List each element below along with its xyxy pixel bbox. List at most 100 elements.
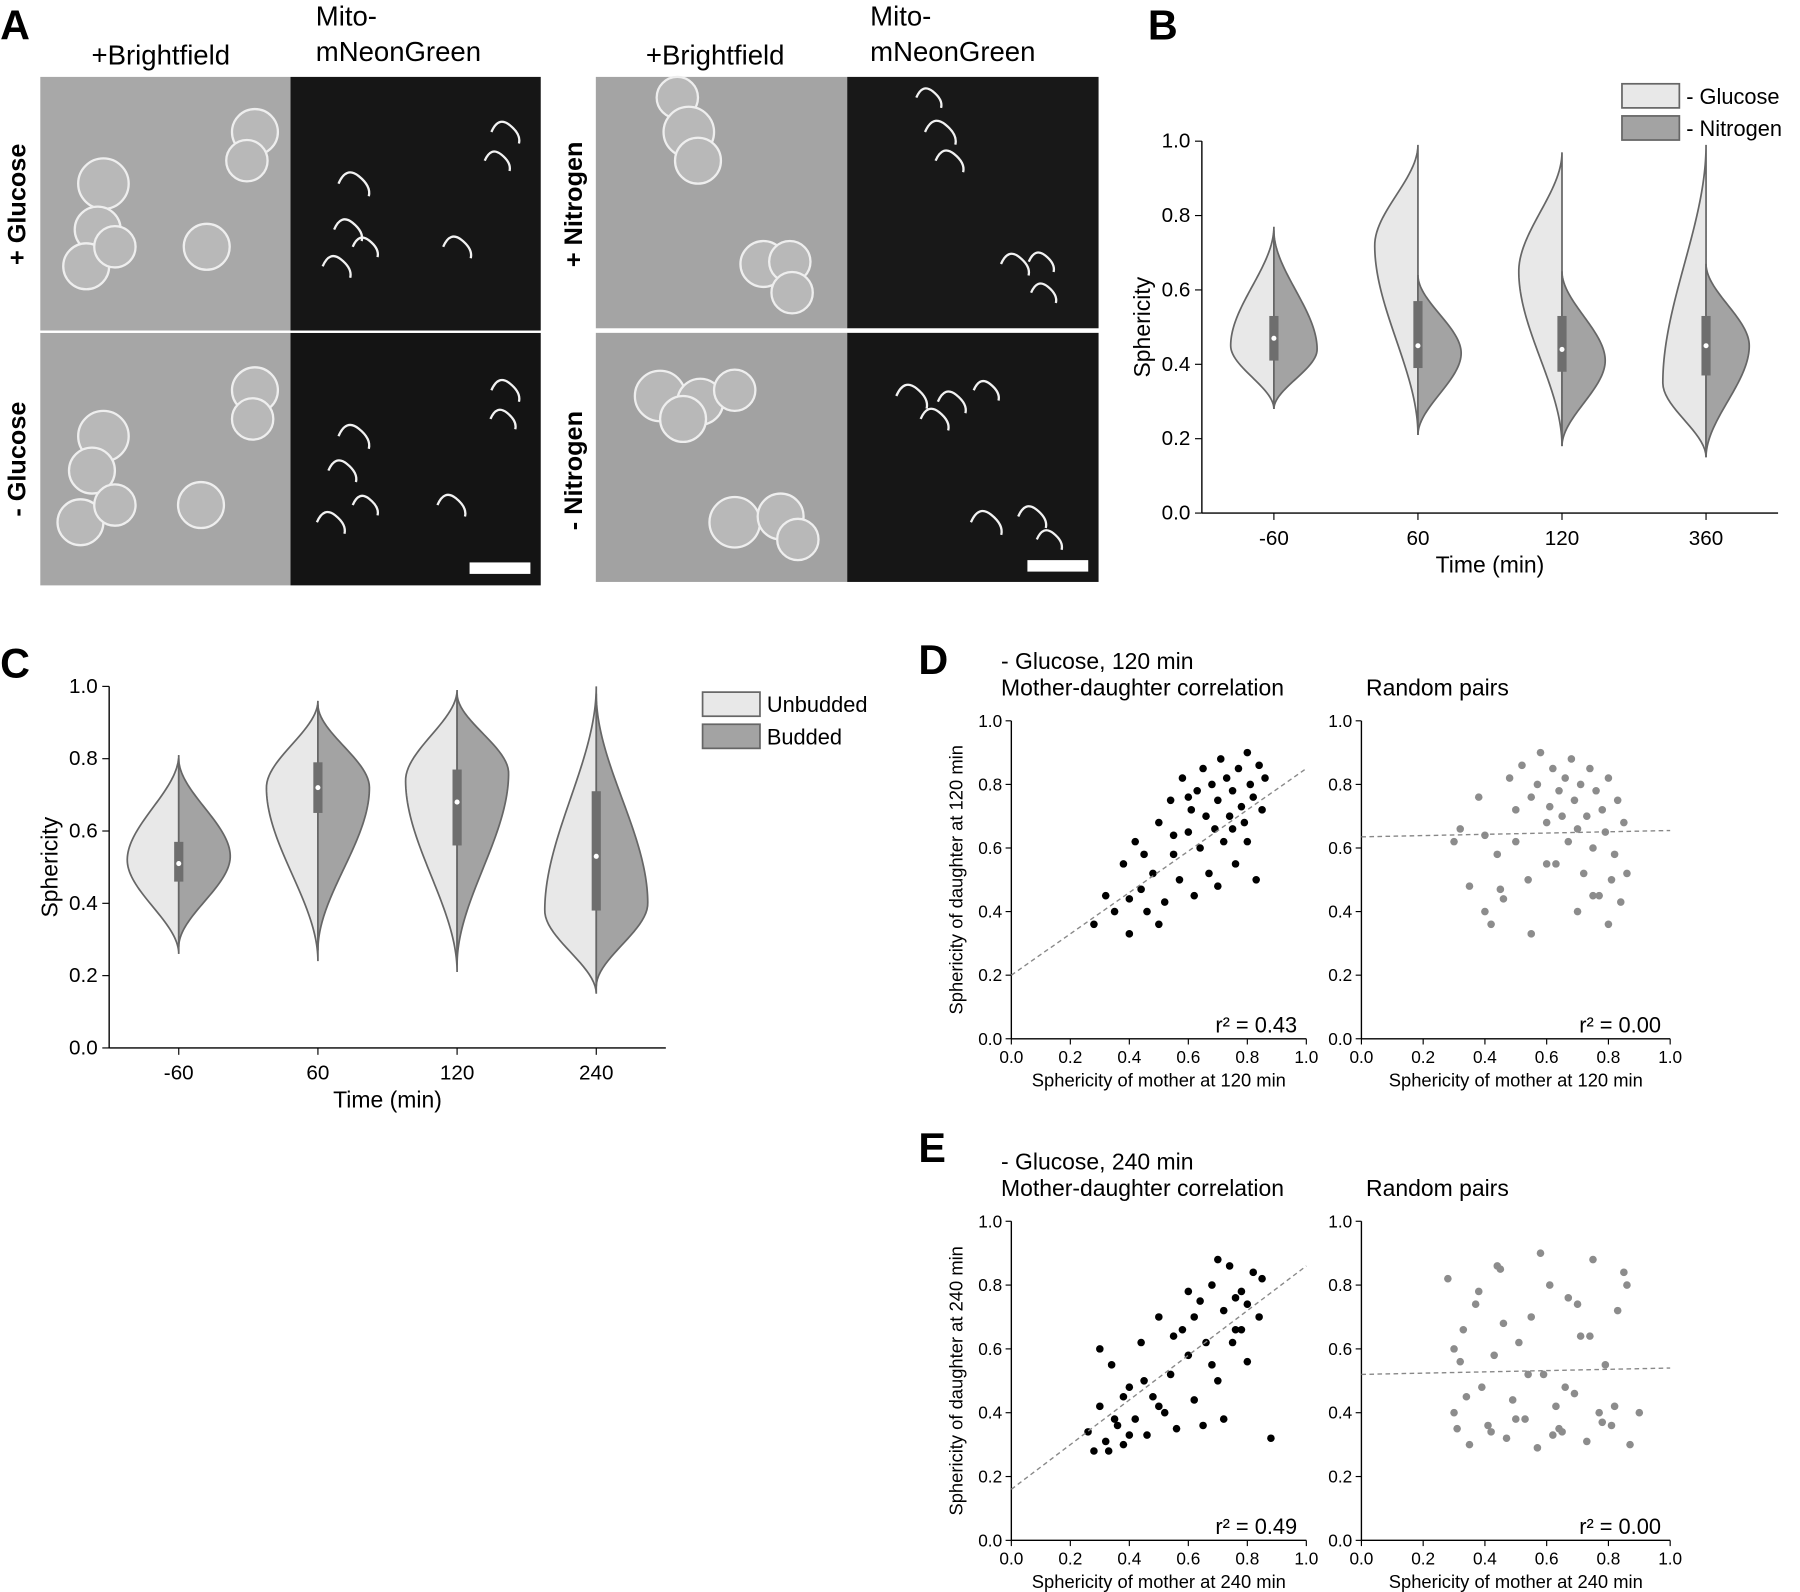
annotation: r² = 0.49 [1215, 1514, 1297, 1539]
panel-letter: B [1148, 2, 1178, 48]
point [1545, 802, 1554, 811]
row-label: + Glucose [3, 144, 31, 265]
point [1512, 1415, 1520, 1423]
point [1527, 930, 1536, 938]
point [1096, 1345, 1104, 1353]
mitochondria [923, 119, 957, 145]
cell [77, 157, 130, 211]
fit-line [1010, 1265, 1307, 1490]
point [1610, 850, 1619, 859]
point [1090, 920, 1098, 929]
point [1549, 1431, 1557, 1439]
point [1453, 1424, 1461, 1433]
y-tick-label: 1.0 [978, 1211, 1002, 1231]
x-tick-label: 240 [579, 1062, 613, 1085]
point [1249, 793, 1258, 801]
point [1576, 1332, 1585, 1340]
y-tick-label: 1.0 [1162, 130, 1191, 153]
point [1137, 885, 1145, 894]
fit-line [1010, 767, 1307, 976]
y-tick-label: 0.2 [978, 965, 1002, 985]
mitochondria [333, 218, 364, 242]
point [1589, 844, 1597, 852]
point [1190, 1313, 1199, 1321]
x-tick-label: 0.2 [1411, 1047, 1435, 1067]
mitochondria [436, 493, 467, 517]
x-tick-label: 0.8 [1596, 1549, 1620, 1569]
point [1140, 1377, 1148, 1385]
y-tick-label: 0.4 [69, 892, 98, 915]
y-tick-label: 0.8 [1162, 204, 1191, 227]
point [1579, 869, 1588, 878]
mitochondria [969, 509, 1003, 536]
point [1155, 920, 1163, 929]
point [1573, 825, 1582, 833]
point [1512, 806, 1520, 814]
point [1258, 1274, 1266, 1283]
micrographs: +Brightfield Mito- mNeonGreen +Brightfie… [3, 1, 1099, 586]
point [1261, 774, 1269, 782]
median-dot [315, 785, 321, 791]
point [1237, 802, 1246, 811]
point [1604, 774, 1613, 782]
annotation: r² = 0.00 [1579, 1514, 1661, 1539]
scale-bar [1027, 560, 1089, 572]
point [1499, 1319, 1508, 1328]
mitochondria [999, 252, 1031, 276]
violin-half [1229, 226, 1275, 409]
y-tick-label: 0.4 [978, 902, 1002, 922]
point [1539, 1370, 1548, 1379]
x-axis-label: Sphericity of mother at 120 min [1389, 1070, 1643, 1091]
point [1583, 1437, 1591, 1446]
point [1595, 891, 1603, 900]
point [1487, 1428, 1495, 1436]
point [1166, 796, 1175, 805]
mitochondria [483, 150, 511, 172]
point [1231, 1325, 1240, 1334]
point [1169, 850, 1178, 859]
point [1160, 898, 1169, 906]
y-tick-label: 0.0 [978, 1530, 1002, 1550]
point [1184, 828, 1193, 836]
cell [770, 270, 814, 315]
point [1178, 774, 1187, 782]
point [1119, 860, 1128, 868]
panel-letter: C [0, 640, 30, 686]
point [1512, 837, 1520, 846]
median-dot [454, 799, 460, 805]
mitochondria [337, 423, 371, 450]
point [1113, 1421, 1122, 1430]
cell [708, 495, 762, 549]
point [1125, 895, 1134, 903]
x-tick-label: 0.8 [1235, 1047, 1259, 1067]
point [1542, 860, 1551, 868]
median-dot [1271, 335, 1277, 341]
title: Random pairs [1366, 1175, 1509, 1201]
y-tick-label: 1.0 [69, 675, 98, 698]
point [1502, 1434, 1511, 1443]
y-tick-label: 0.8 [69, 747, 98, 770]
x-tick-label: 0.2 [1411, 1549, 1435, 1569]
point [1190, 891, 1199, 900]
cell [673, 136, 723, 185]
point [1545, 1281, 1554, 1289]
point [1155, 818, 1163, 827]
point [1202, 812, 1210, 820]
point [1237, 1325, 1246, 1334]
annotation: r² = 0.00 [1579, 1012, 1661, 1037]
panel-letter: D [918, 637, 948, 683]
point [1267, 1434, 1275, 1443]
point [1601, 1361, 1610, 1369]
mitochondria [489, 408, 517, 430]
point [1536, 1249, 1545, 1257]
point [1564, 1294, 1573, 1302]
y-tick-label: 0.6 [1328, 838, 1352, 858]
point [1125, 1431, 1134, 1439]
x-tick-label: 0.4 [1117, 1047, 1141, 1067]
point [1589, 1255, 1597, 1264]
x-axis-label: Sphericity of mother at 240 min [1032, 1571, 1286, 1592]
column-title: mNeonGreen [316, 36, 481, 67]
point [1524, 876, 1532, 884]
point [1240, 818, 1249, 827]
